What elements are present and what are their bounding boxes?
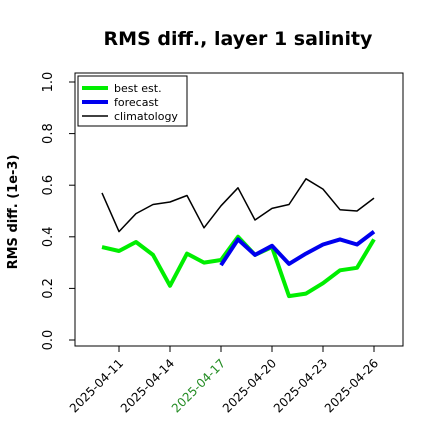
series-line-climatology	[101, 178, 375, 233]
plot-frame	[74, 72, 404, 347]
y-tick-label: 0.4	[41, 226, 56, 247]
chart-title: RMS diff., layer 1 salinity	[104, 28, 374, 50]
y-tick-label: 0.0	[41, 330, 56, 351]
series-line-forecast	[219, 230, 376, 267]
series-lines	[101, 178, 376, 299]
x-tick-label: 2025-04-14	[118, 356, 177, 415]
x-tick-label: 2025-04-17	[169, 356, 228, 415]
series-line-best-est	[101, 234, 376, 299]
x-tick-label: 2025-04-26	[322, 356, 381, 415]
y-axis: 0.0 0.2 0.4 0.6 0.8 1.0	[41, 72, 75, 351]
y-tick-label: 0.6	[41, 175, 56, 196]
legend-label: climatology	[114, 110, 178, 123]
legend-label: best est.	[114, 82, 162, 95]
y-tick-label: 1.0	[41, 72, 56, 93]
y-tick-label: 0.2	[41, 278, 56, 299]
x-axis: 2025-04-112025-04-142025-04-172025-04-20…	[67, 346, 381, 415]
x-tick-label: 2025-04-23	[271, 356, 330, 415]
x-tick-label: 2025-04-20	[220, 356, 279, 415]
y-tick-label: 0.8	[41, 123, 56, 144]
x-tick-label: 2025-04-11	[67, 356, 126, 415]
legend-label: forecast	[114, 96, 159, 109]
y-axis-label: RMS diff. (1e-3)	[6, 155, 21, 270]
